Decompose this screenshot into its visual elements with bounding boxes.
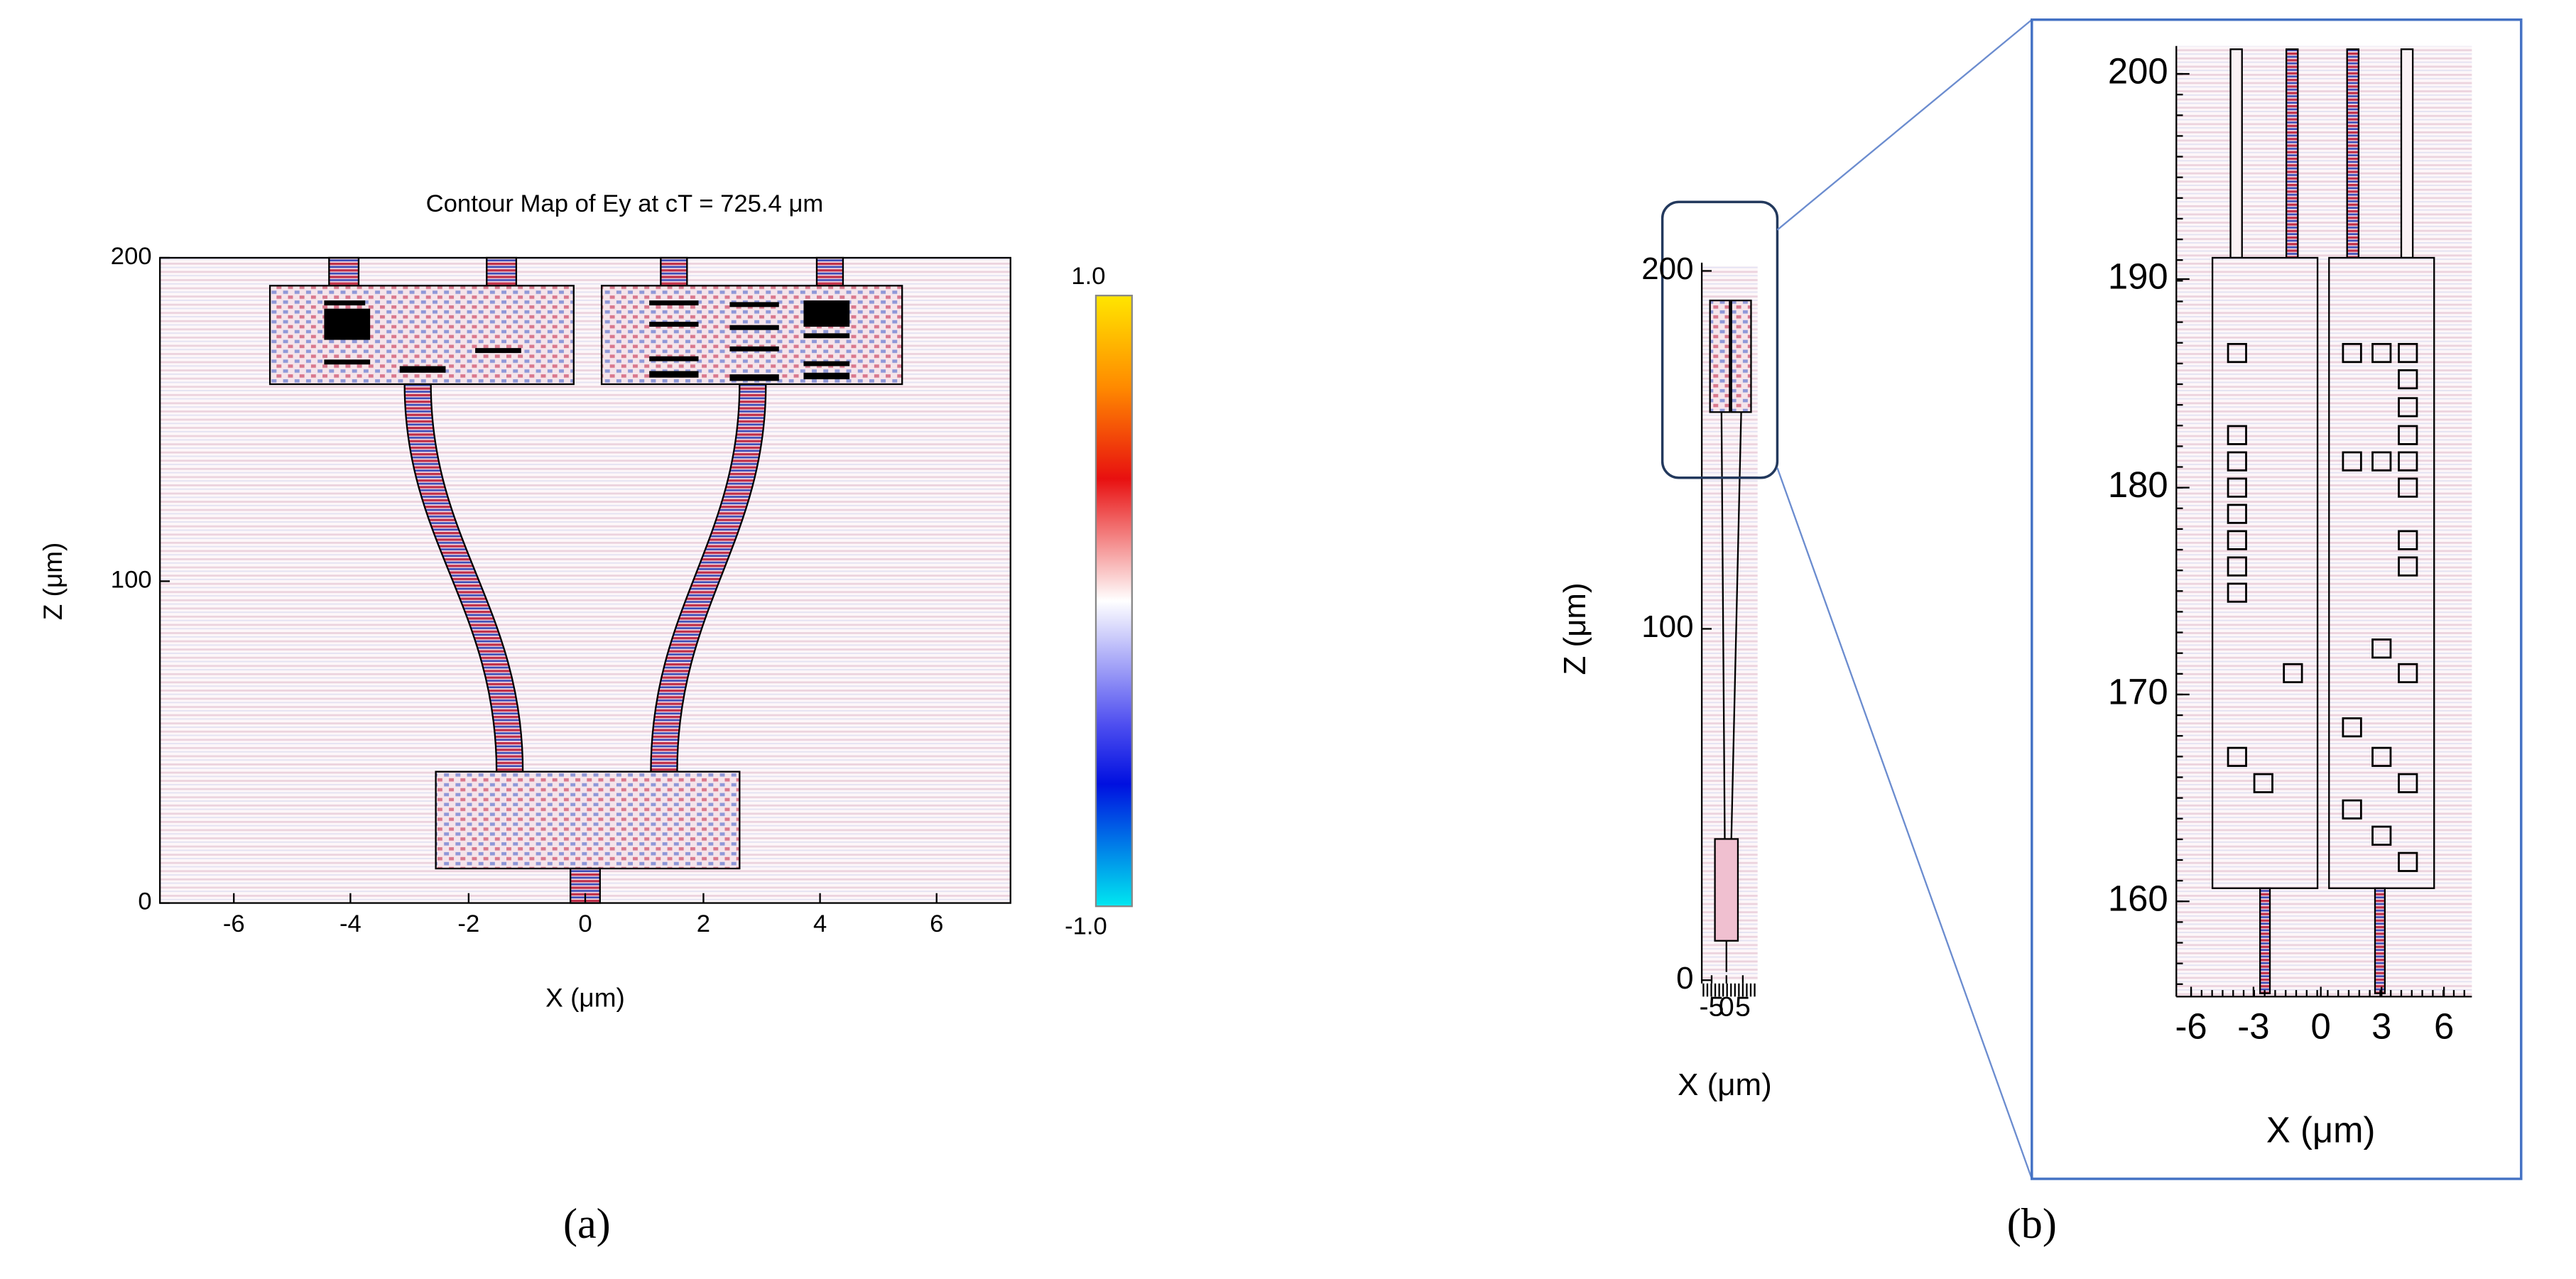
- x-tick-label: 0: [2311, 1006, 2331, 1047]
- scatterer: [2283, 663, 2303, 683]
- zoom-frame: [1661, 200, 1779, 479]
- x-axis-label: X (μm): [2266, 1110, 2376, 1150]
- scatterer: [2398, 477, 2418, 498]
- x-tick-label: -4: [339, 910, 362, 937]
- x-tick-label: -2: [457, 910, 479, 937]
- scatterer: [2398, 451, 2418, 472]
- plot-title: Contour Map of Ey at cT = 725.4 μm: [426, 190, 824, 217]
- panel-label: (a): [563, 1200, 611, 1248]
- colorbar-tick-label: -1.0: [1065, 913, 1107, 940]
- x-tick-label: -3: [2237, 1006, 2269, 1047]
- scatterer: [2227, 504, 2247, 524]
- x-axis-label: X (μm): [1678, 1067, 1772, 1102]
- y-tick-label: 0: [1676, 961, 1693, 996]
- panel-label: (b): [2007, 1200, 2057, 1248]
- scatterer: [2227, 342, 2247, 364]
- scatterer: [2227, 746, 2247, 767]
- x-tick-label: 0: [1719, 991, 1734, 1023]
- scatterer: [2227, 582, 2247, 603]
- scatterer: [2398, 342, 2418, 364]
- scatterer: [2227, 530, 2247, 550]
- x-tick-label: -6: [2175, 1006, 2207, 1047]
- overview-device: [1709, 299, 1752, 972]
- colorbar: [1094, 294, 1134, 908]
- y-tick-label: 190: [2108, 256, 2168, 296]
- y-tick-label: 200: [111, 243, 152, 270]
- scatterer: [2342, 717, 2362, 738]
- scatterer: [2371, 746, 2392, 767]
- y-tick-label: 200: [2108, 50, 2168, 91]
- x-tick-label: 6: [930, 910, 943, 937]
- zoom-line: [1776, 18, 2033, 231]
- scatterer: [2398, 425, 2418, 445]
- x-tick-label: 5: [1735, 991, 1751, 1023]
- scatterer: [2227, 556, 2247, 577]
- scatterer: [2227, 477, 2247, 498]
- y-tick-label: 100: [111, 567, 152, 594]
- y-tick-label: 200: [1641, 251, 1693, 286]
- x-tick-label: 4: [813, 910, 827, 937]
- scatterer: [2371, 638, 2392, 659]
- zoom-line: [1776, 467, 2033, 1180]
- y-axis-label: Z (μm): [38, 543, 67, 621]
- scatterer: [2398, 530, 2418, 550]
- x-tick-label: 2: [697, 910, 710, 937]
- scatterers: [324, 300, 850, 381]
- scatterer: [2342, 799, 2362, 820]
- colorbar-tick-label: 1.0: [1071, 263, 1105, 290]
- x-tick-label: 3: [2371, 1006, 2391, 1047]
- y-tick-label: 170: [2108, 671, 2168, 712]
- scatterer: [2371, 825, 2392, 846]
- x-tick-label: -6: [223, 910, 245, 937]
- y-tick-label: 180: [2108, 464, 2168, 505]
- x-tick-label: 0: [578, 910, 592, 937]
- y-tick-label: 100: [1641, 609, 1693, 644]
- scatterer: [2342, 342, 2362, 364]
- scatterer: [2227, 425, 2247, 445]
- x-tick-label: 6: [2434, 1006, 2454, 1047]
- x-axis-label: X (μm): [545, 984, 625, 1013]
- y-tick-label: 160: [2108, 878, 2168, 919]
- scatterer: [2371, 342, 2392, 364]
- scatterer: [2253, 773, 2273, 793]
- scatterer: [2398, 773, 2418, 793]
- scatterer: [2398, 663, 2418, 683]
- y-tick-label: 0: [138, 888, 151, 915]
- y-axis-label: Z (μm): [1558, 582, 1592, 675]
- scatterer: [2227, 451, 2247, 472]
- scatterer: [2398, 369, 2418, 390]
- scatterer: [2342, 451, 2362, 472]
- scatterer: [2398, 556, 2418, 577]
- scatterer: [2371, 451, 2392, 472]
- scatterer: [2398, 397, 2418, 418]
- scatterer: [2398, 851, 2418, 872]
- scatterers: [2227, 342, 2418, 872]
